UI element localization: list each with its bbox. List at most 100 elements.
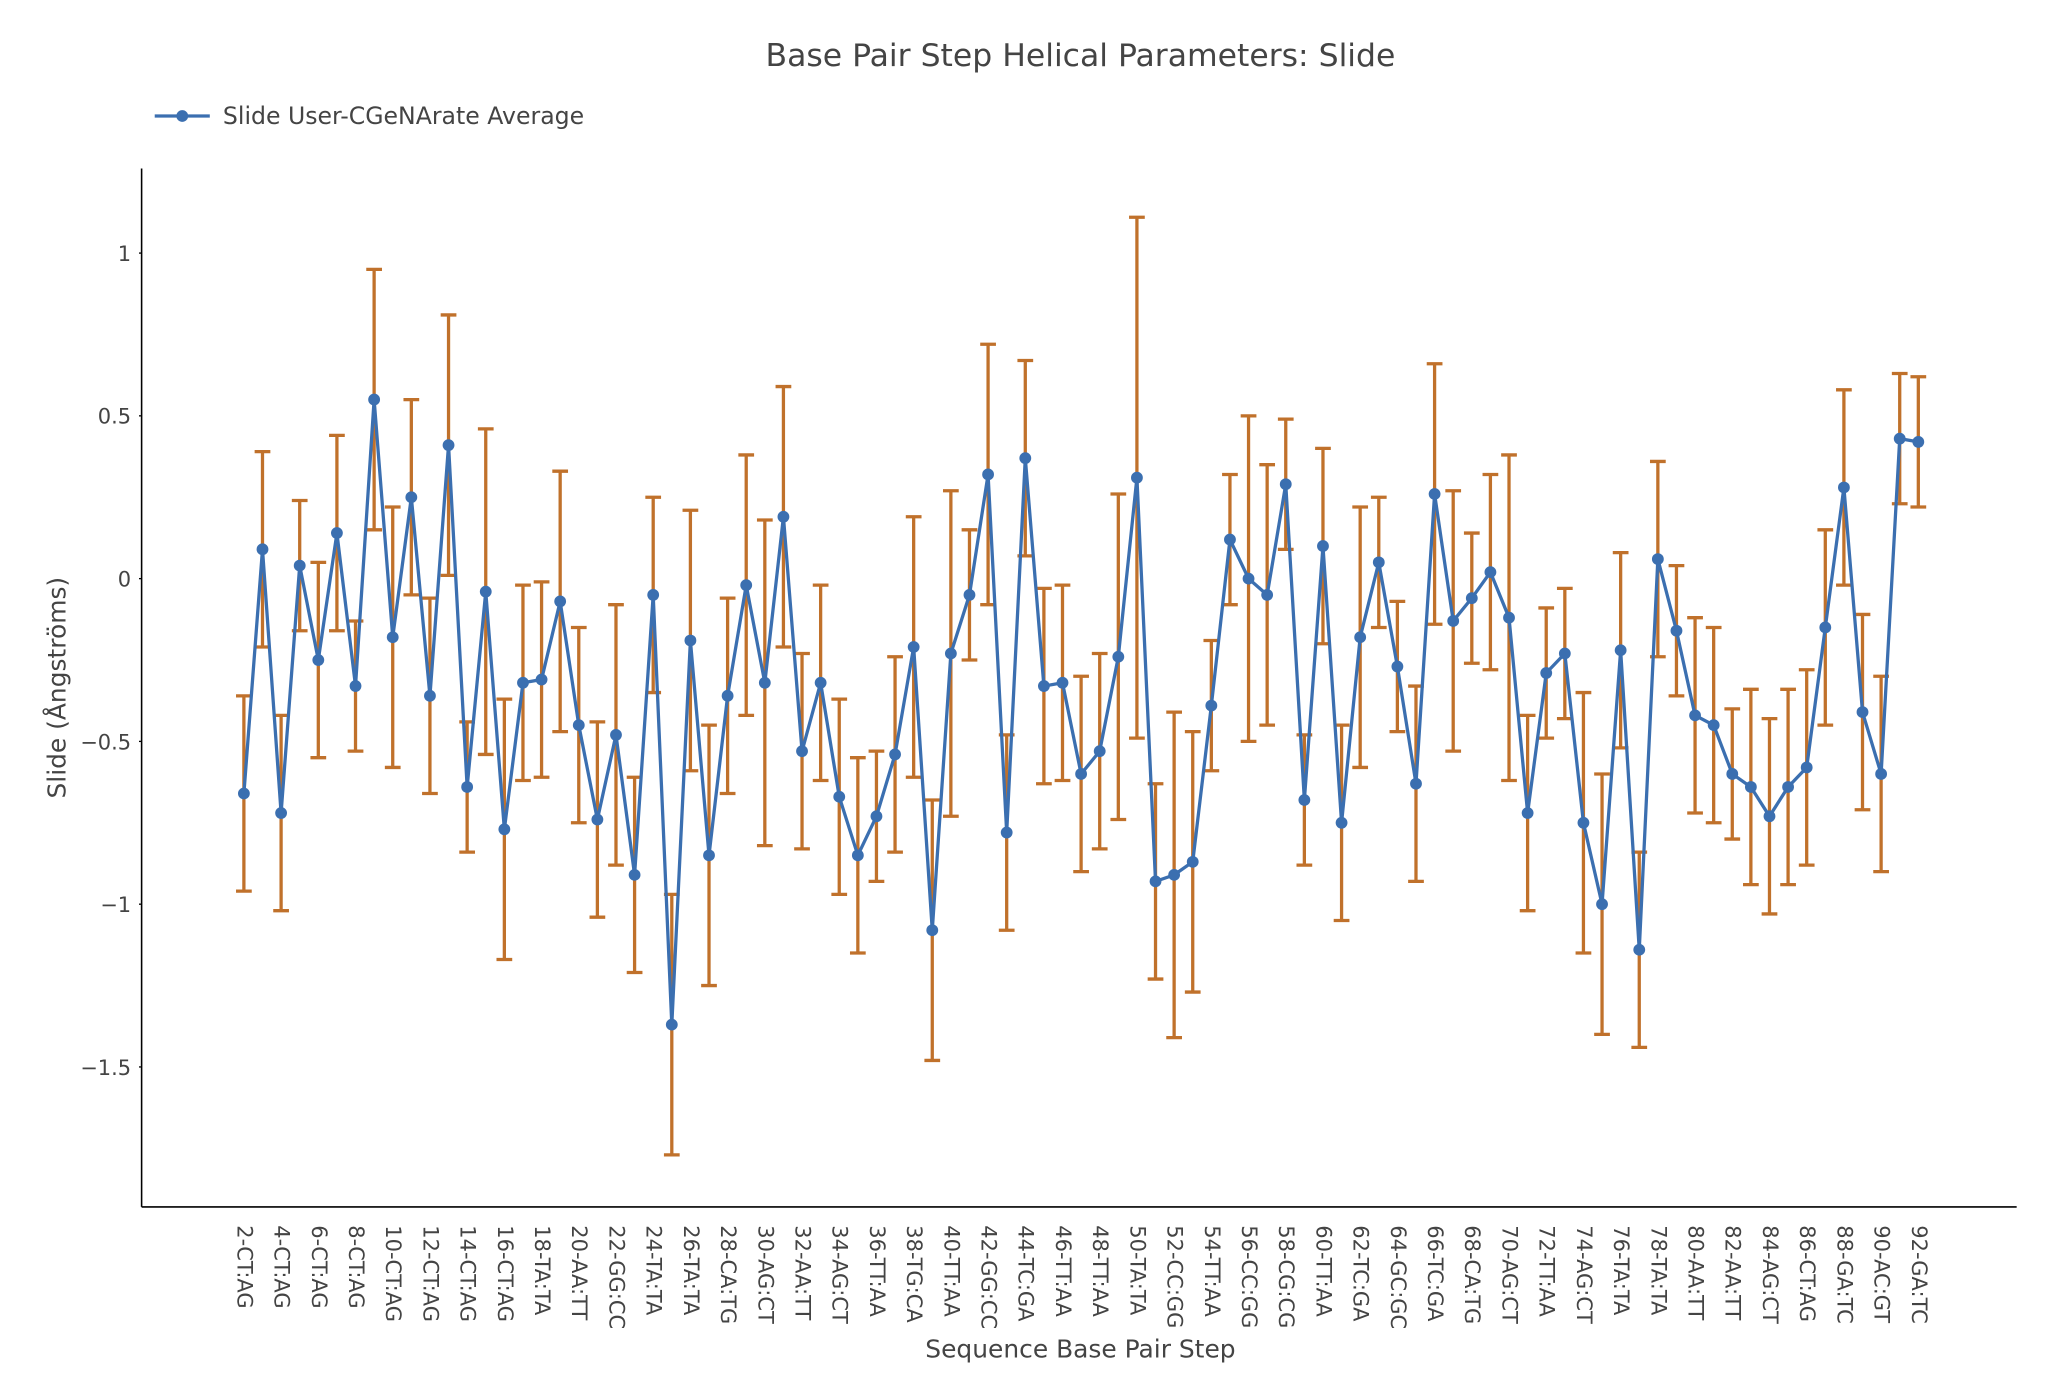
data-point [293,559,306,572]
data-point [1447,615,1460,627]
y-tick-label: −1 [100,893,131,917]
x-tick-label: 8-CT:AG [344,1225,368,1308]
data-point [1168,868,1181,881]
data-point [1037,680,1050,692]
data-point [1056,676,1069,689]
x-tick-label: 50-TA:TA [1125,1225,1149,1316]
data-point [1000,826,1013,839]
x-tick-label: 54-TT:AA [1200,1225,1224,1317]
data-point [1726,768,1739,780]
x-tick-label: 90-AC:GT [1870,1225,1894,1323]
data-point [1744,781,1757,793]
data-point [1465,592,1478,605]
x-tick-label: 62-TC:GA [1349,1225,1373,1322]
data-point [907,641,920,653]
data-point [517,676,529,689]
data-point [1484,566,1497,579]
x-tick-label: 76-TA:TA [1609,1225,1633,1316]
data-point [1800,761,1813,774]
data-point [1093,745,1106,758]
data-point [1540,667,1553,679]
data-point [833,790,846,803]
x-tick-label: 26-TA:TA [679,1225,703,1316]
data-point [1261,589,1274,601]
data-point [535,673,548,686]
data-point [684,634,697,647]
data-point [1149,875,1162,888]
data-point [1689,709,1701,722]
x-tick-label: 28-CA:TG [716,1225,740,1324]
data-point [1558,647,1571,660]
data-point [1410,777,1422,790]
x-tick-label: 36-TT:AA [865,1225,889,1317]
data-point [1354,631,1367,644]
data-point [1317,540,1329,552]
data-point [1335,816,1348,829]
data-point [1075,768,1088,780]
x-tick-label: 60-TT:AA [1311,1225,1335,1317]
y-tick-label: 1 [118,242,131,266]
data-point [1633,943,1646,956]
data-point [963,589,976,601]
y-axis-label: Slide (Ångströms) [43,577,72,799]
data-point [1875,768,1888,780]
data-point [1224,533,1236,546]
x-tick-label: 10-CT:AG [381,1225,405,1322]
data-point [368,393,381,406]
data-point [1131,471,1143,484]
x-tick-label: 38-TG:CA [902,1225,926,1323]
data-point [1391,660,1404,673]
data-point [1893,432,1906,445]
x-tick-label: 70-AG:CT [1497,1225,1521,1324]
legend-marker [176,110,189,122]
x-tick-label: 64-GC:GC [1386,1225,1410,1329]
x-tick-label: 24-TA:TA [642,1225,666,1316]
data-point [982,468,994,481]
y-tick-label: −1.5 [80,1056,131,1080]
x-tick-label: 18-TA:TA [530,1225,554,1316]
legend-label: Slide User-CGeNArate Average [223,102,584,130]
x-tick-label: 30-AG:CT [753,1225,777,1324]
data-point [647,589,660,601]
data-point [275,807,287,819]
chart-title: Base Pair Step Helical Parameters: Slide [766,38,1396,74]
x-tick-label: 82-AA:TT [1721,1225,1745,1320]
data-point [1596,898,1608,911]
data-point [628,868,641,881]
data-point [461,781,474,793]
data-point [665,1018,678,1031]
data-point [889,748,901,761]
data-point [851,849,864,862]
x-tick-label: 74-AG:CT [1572,1225,1596,1324]
data-point [1670,624,1683,637]
x-tick-label: 16-CT:AG [493,1225,517,1322]
x-tick-label: 48-TT:AA [1088,1225,1112,1317]
data-point [386,631,399,644]
data-point [312,654,325,666]
data-point [1782,781,1794,793]
data-point [256,543,269,556]
data-point [479,585,492,598]
x-tick-label: 34-AG:CT [828,1225,852,1324]
data-point [703,849,715,862]
x-tick-label: 46-TT:AA [1051,1225,1075,1317]
x-tick-label: 12-CT:AG [418,1225,442,1322]
x-tick-label: 78-TA:TA [1646,1225,1670,1316]
data-point [777,510,790,523]
data-point [1521,807,1534,819]
x-tick-label: 44-TC:GA [1014,1225,1038,1322]
data-point [237,787,250,800]
x-tick-label: 2-CT:AG [232,1225,256,1308]
x-tick-label: 22-GG:CC [604,1225,628,1329]
data-point [1503,611,1515,624]
data-point [1577,816,1590,829]
x-tick-label: 58-CG:CG [1274,1225,1298,1328]
data-point [610,728,622,741]
data-point [1856,706,1869,719]
x-tick-label: 14-CT:AG [456,1225,480,1322]
data-point [814,676,827,689]
data-point [498,823,511,836]
data-point [926,924,939,937]
data-point [1279,478,1292,491]
